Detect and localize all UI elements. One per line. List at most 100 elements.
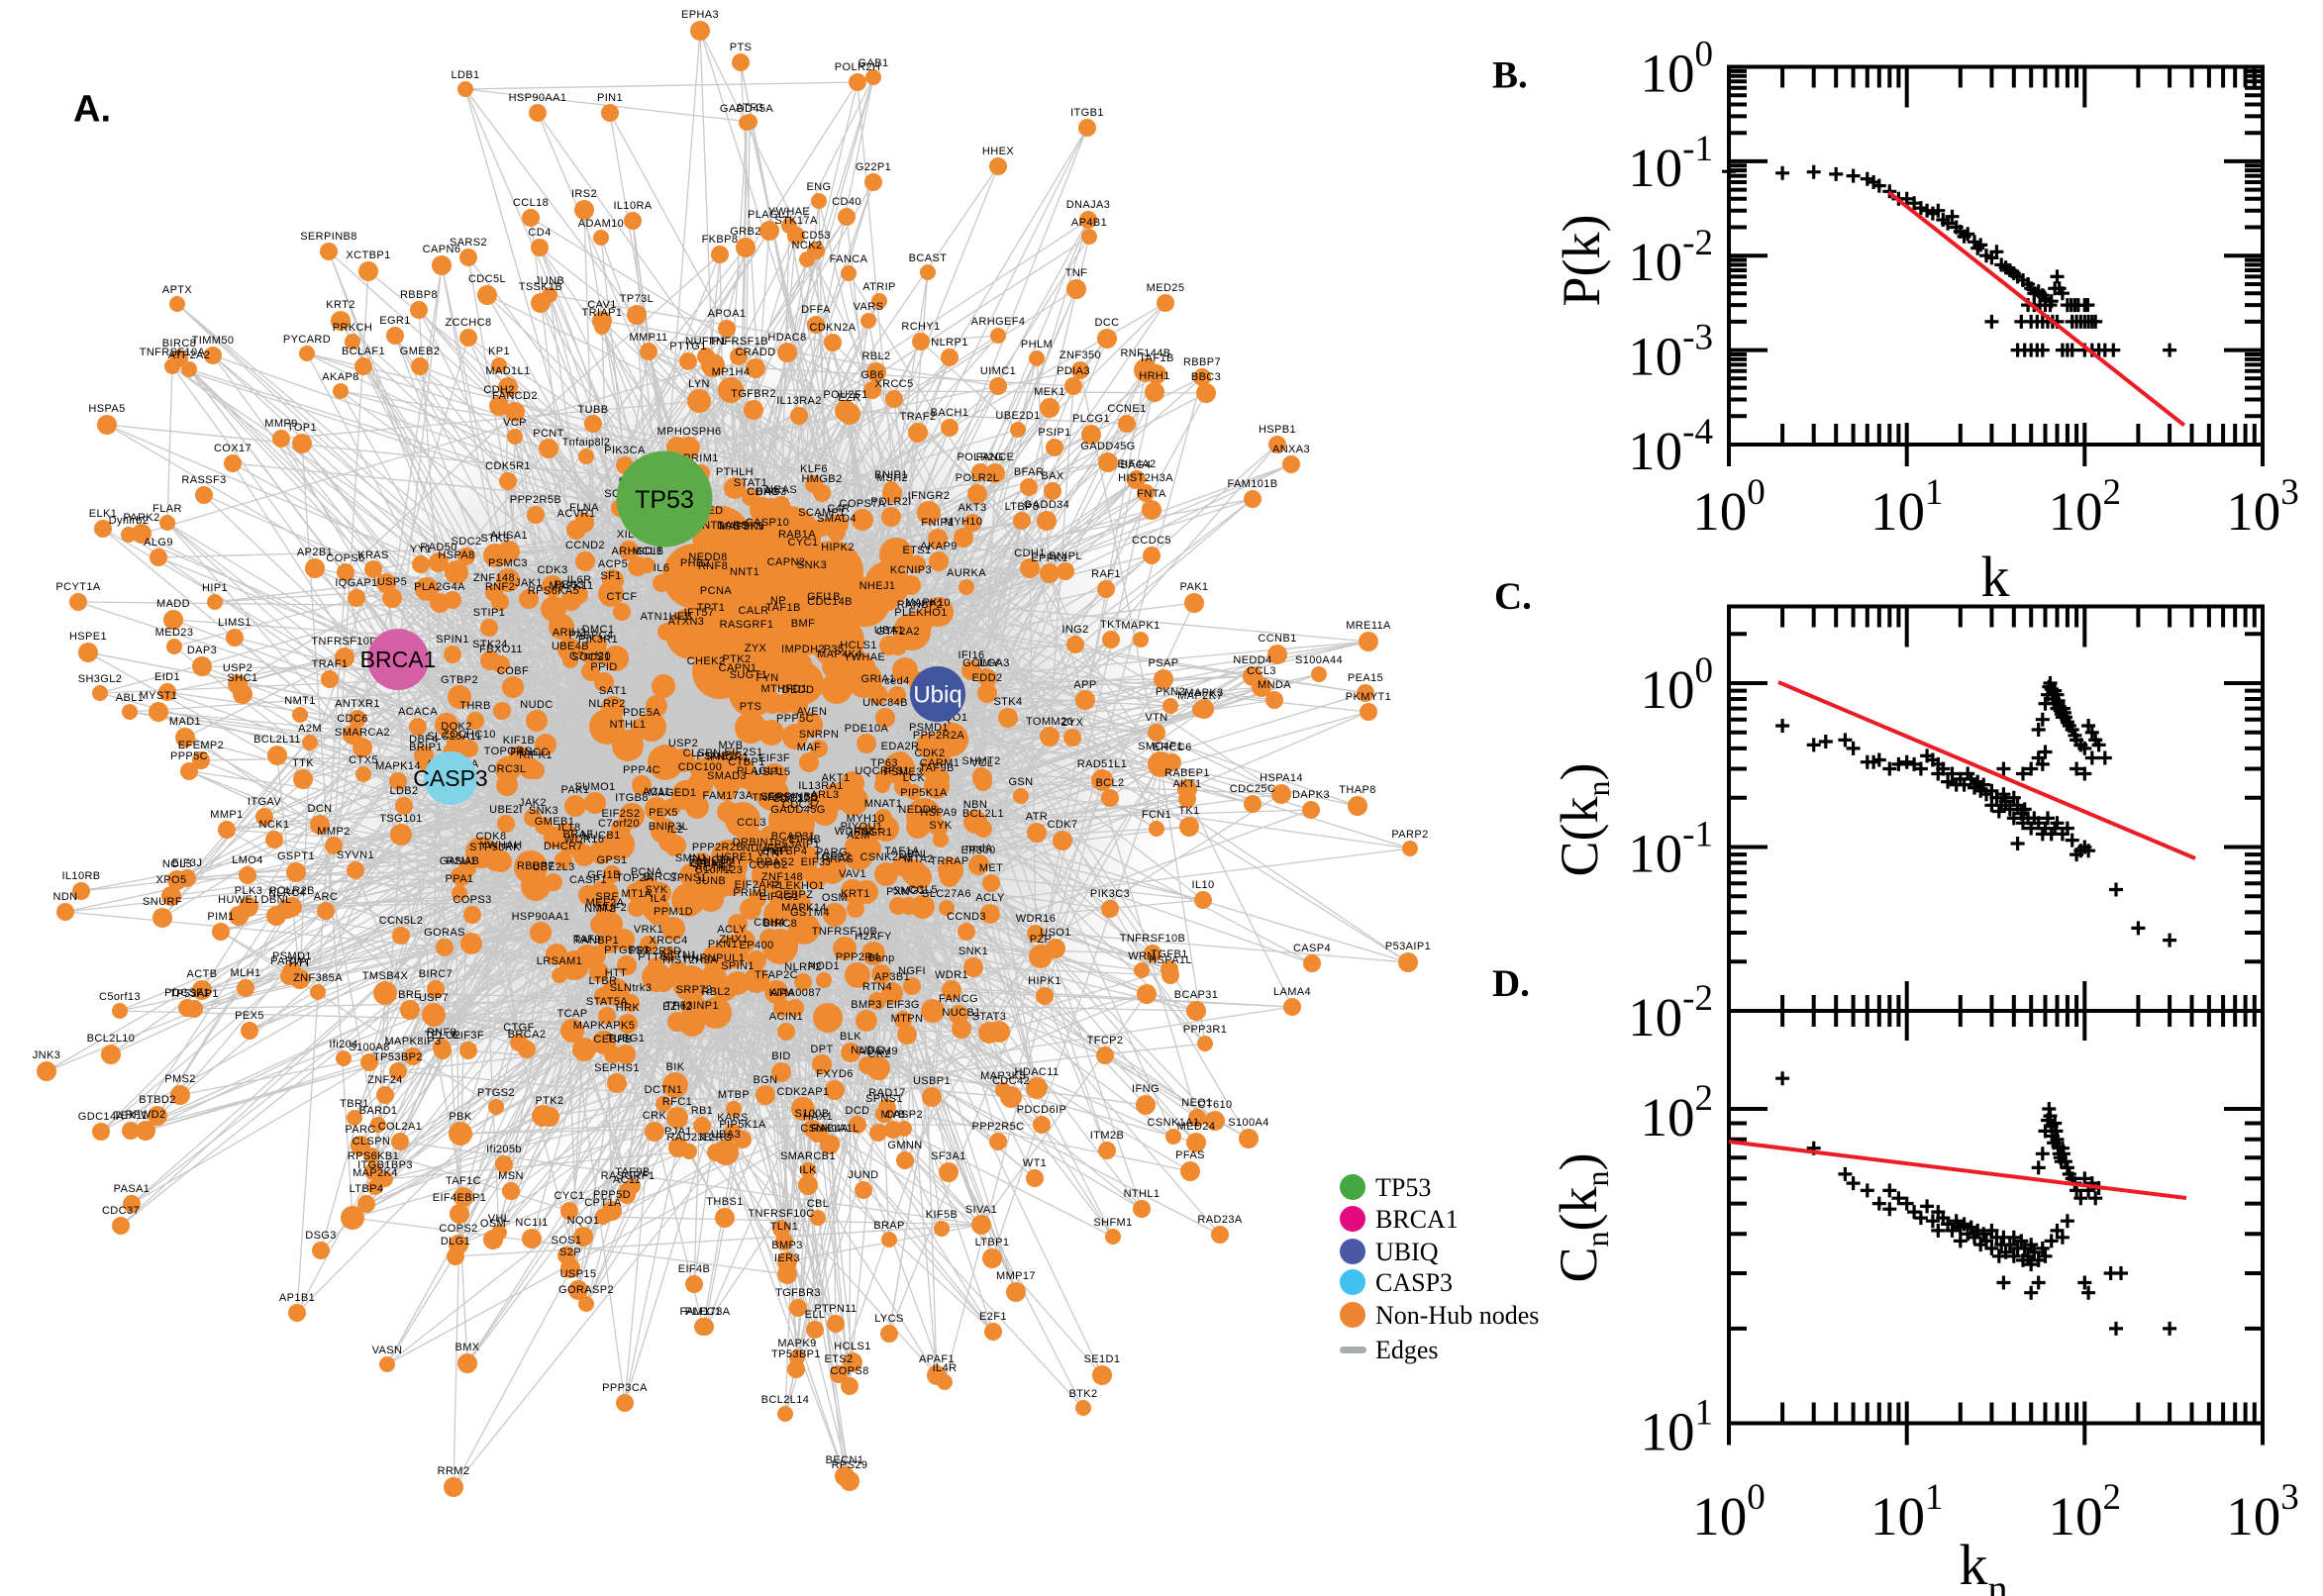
svg-text:POLR2I: POLR2I [870, 496, 912, 508]
svg-text:PDCD6IP: PDCD6IP [1017, 1104, 1066, 1116]
svg-text:PIN1: PIN1 [597, 92, 623, 104]
svg-text:MET: MET [979, 862, 1003, 874]
svg-text:TRRAP: TRRAP [930, 855, 968, 867]
svg-text:TLN1: TLN1 [770, 1221, 799, 1233]
svg-text:LMO4: LMO4 [232, 854, 263, 866]
svg-text:S2P: S2P [559, 1247, 581, 1258]
svg-text:EIF3J: EIF3J [801, 856, 832, 868]
svg-text:BFAR: BFAR [1014, 466, 1044, 478]
svg-text:HAX1: HAX1 [803, 1111, 833, 1123]
svg-text:Ubiq: Ubiq [913, 681, 961, 708]
svg-text:PDIA3: PDIA3 [1057, 365, 1090, 377]
svg-text:MAPK9: MAPK9 [777, 1338, 816, 1349]
svg-text:NCK2: NCK2 [792, 240, 823, 251]
svg-text:EP300: EP300 [960, 845, 995, 856]
svg-text:10-1: 10-1 [1628, 815, 1713, 884]
svg-text:TSG101: TSG101 [379, 813, 422, 825]
svg-text:ARC: ARC [314, 891, 338, 903]
svg-text:RCHY1: RCHY1 [901, 321, 940, 333]
svg-text:HIST2H3A: HIST2H3A [1118, 472, 1173, 484]
svg-text:VRK1: VRK1 [634, 924, 663, 936]
svg-text:RASGRF1: RASGRF1 [601, 1170, 656, 1182]
svg-text:VASN: VASN [372, 1345, 403, 1356]
svg-text:PIM1: PIM1 [207, 911, 234, 923]
svg-text:RTN4: RTN4 [862, 981, 892, 993]
svg-text:10-2: 10-2 [1628, 223, 1713, 292]
svg-text:TMSB4X: TMSB4X [362, 970, 409, 982]
svg-text:HTT: HTT [605, 967, 628, 979]
svg-text:PPP5C: PPP5C [170, 750, 208, 762]
svg-text:PMS2: PMS2 [164, 1073, 196, 1085]
svg-text:KIAA0087: KIAA0087 [769, 987, 822, 999]
svg-text:ANTXR1: ANTXR1 [335, 698, 380, 710]
svg-text:PEX5: PEX5 [235, 1010, 264, 1022]
svg-text:WT1: WT1 [1023, 1157, 1047, 1169]
svg-text:CYC1: CYC1 [788, 537, 819, 549]
svg-text:MYH10: MYH10 [847, 813, 885, 825]
svg-text:EZR: EZR [838, 392, 860, 404]
svg-text:WDR1: WDR1 [935, 969, 968, 981]
svg-text:USP7: USP7 [419, 992, 449, 1004]
svg-text:CASP4: CASP4 [1293, 943, 1331, 954]
svg-text:PLEKHO1: PLEKHO1 [771, 880, 825, 892]
svg-text:AURKA: AURKA [947, 567, 986, 579]
svg-text:ACIN1: ACIN1 [769, 1011, 803, 1023]
svg-text:102: 102 [2049, 1477, 2122, 1546]
svg-text:PPP5C: PPP5C [776, 713, 814, 725]
svg-text:S100A4: S100A4 [1228, 1117, 1269, 1129]
svg-text:JNK3: JNK3 [33, 1049, 61, 1061]
svg-text:BRAP: BRAP [873, 1220, 905, 1232]
svg-text:GORAS: GORAS [424, 927, 465, 939]
svg-text:PIK3R1: PIK3R1 [578, 634, 618, 646]
svg-text:RBL2: RBL2 [861, 350, 890, 362]
svg-text:RBL2: RBL2 [701, 986, 730, 998]
svg-text:SH3GL2: SH3GL2 [78, 673, 123, 685]
svg-text:IL10: IL10 [1191, 879, 1214, 891]
svg-text:MAP3K5: MAP3K5 [719, 521, 764, 533]
svg-text:APP: APP [1073, 679, 1096, 691]
svg-text:SPIN1: SPIN1 [721, 960, 755, 972]
svg-text:HRH1: HRH1 [1139, 370, 1170, 382]
svg-text:AKAP8: AKAP8 [322, 371, 358, 383]
svg-text:RSU1: RSU1 [447, 855, 477, 867]
svg-text:CTX5: CTX5 [349, 754, 378, 766]
svg-text:100: 100 [1692, 1477, 1766, 1546]
svg-text:DCC: DCC [1094, 317, 1119, 329]
svg-text:BRE: BRE [398, 989, 422, 1001]
svg-text:PDE5A: PDE5A [623, 707, 660, 719]
svg-text:KARS: KARS [717, 1112, 749, 1124]
svg-text:FCN1: FCN1 [1142, 809, 1171, 821]
svg-text:NMT1: NMT1 [284, 695, 316, 707]
svg-text:103: 103 [2226, 472, 2299, 542]
svg-text:BTK2: BTK2 [1068, 1388, 1097, 1400]
svg-text:RAD51L1: RAD51L1 [1077, 758, 1128, 770]
svg-text:NOL3: NOL3 [162, 858, 192, 870]
svg-text:ITGAV: ITGAV [248, 796, 281, 808]
svg-text:PKN2: PKN2 [1156, 686, 1185, 698]
svg-text:NQO1: NQO1 [567, 1215, 600, 1227]
svg-text:NUCB1: NUCB1 [581, 830, 620, 842]
svg-text:EP400: EP400 [739, 940, 773, 951]
svg-text:BCL2L14: BCL2L14 [761, 1394, 810, 1406]
svg-text:PPID: PPID [590, 661, 617, 673]
svg-text:Ifi205b: Ifi205b [486, 1144, 522, 1155]
svg-text:COPS6: COPS6 [326, 552, 364, 564]
svg-text:G22P1: G22P1 [856, 161, 891, 173]
svg-text:10-1: 10-1 [1628, 129, 1713, 198]
svg-text:BCL2L11: BCL2L11 [253, 734, 301, 746]
svg-text:SF1: SF1 [600, 570, 621, 582]
svg-text:RPS6KA5: RPS6KA5 [528, 585, 579, 597]
svg-text:MAPK3: MAPK3 [1184, 687, 1223, 699]
svg-text:PRIM1: PRIM1 [733, 887, 768, 899]
svg-text:NHEJ1: NHEJ1 [859, 580, 896, 592]
svg-text:ZNF24: ZNF24 [367, 1074, 403, 1086]
svg-text:PIK3CA: PIK3CA [604, 445, 646, 456]
svg-text:CYC1: CYC1 [555, 1190, 585, 1202]
svg-text:ACACA: ACACA [398, 706, 438, 718]
svg-text:HSPB1: HSPB1 [1259, 424, 1296, 436]
svg-text:IFNG: IFNG [1132, 1083, 1160, 1095]
svg-text:PHLM: PHLM [1021, 339, 1053, 350]
svg-text:HSPA14: HSPA14 [1260, 772, 1303, 784]
svg-text:PTK2: PTK2 [535, 1095, 563, 1107]
svg-text:kn: kn [1960, 1533, 2008, 1596]
